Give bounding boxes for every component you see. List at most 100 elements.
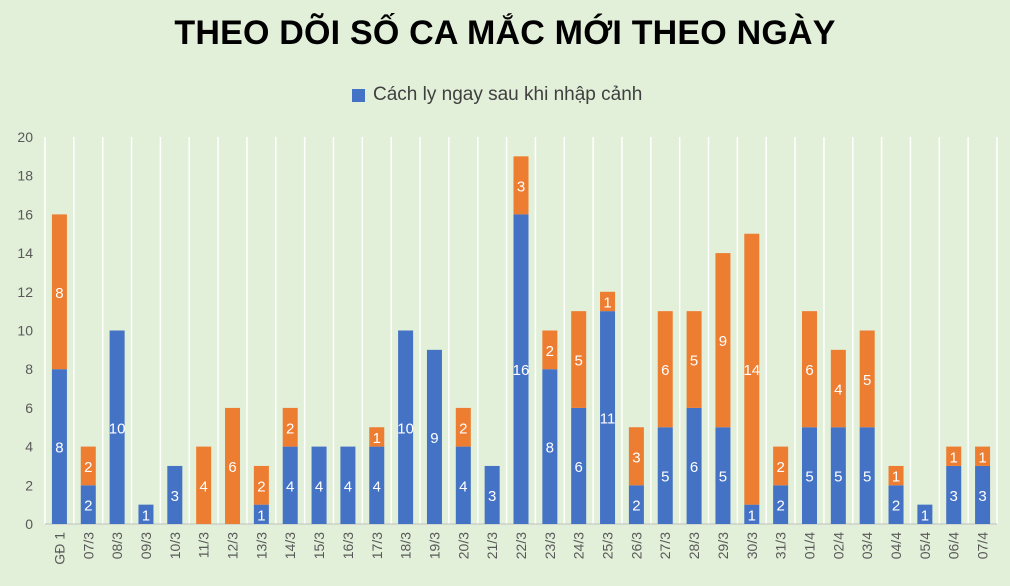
data-label-blue: 5 [834,469,842,486]
data-label-blue: 1 [257,507,265,524]
data-label-blue: 3 [950,488,958,505]
data-label-blue: 3 [978,488,986,505]
data-label-orange: 3 [517,178,525,195]
bar-segment-blue [80,485,96,524]
x-tick-label: 11/3 [196,532,212,558]
data-label-blue: 4 [373,478,381,495]
data-label-orange: 1 [978,449,986,466]
bar-segment-orange [600,291,616,312]
bar-segment-orange [859,330,875,428]
data-label-blue: 3 [488,488,496,505]
bar-segment-blue [715,427,731,524]
x-tick-label: 16/3 [340,532,356,559]
x-tick-label: 14/3 [282,532,298,559]
legend: Cách ly ngay sau khi nhập cảnh [352,84,642,106]
data-label-blue: 2 [632,498,640,515]
y-tick-label: 14 [17,245,33,261]
data-label-orange: 5 [863,372,871,389]
bar-segment-blue [773,485,789,524]
data-label-blue: 6 [690,459,698,476]
bar-segment-orange [51,214,67,370]
bar-segment-blue [975,465,991,524]
data-label-orange: 5 [690,353,698,370]
data-label-orange: 1 [950,449,958,466]
data-label-orange: 3 [632,449,640,466]
bar-segment-orange [975,446,991,466]
x-tick-label: 22/3 [513,532,529,559]
bar-segment-orange [801,311,817,428]
bar-segment-blue [282,446,298,524]
bar-segment-blue [109,330,125,524]
bar-segment-blue [801,427,817,524]
bar-segment-orange [196,446,212,524]
data-label-orange: 9 [719,333,727,350]
x-tick-label: 21/3 [484,532,500,559]
x-tick-label: 12/3 [225,532,241,559]
x-tick-label: 31/3 [773,532,789,559]
y-tick-label: 18 [17,168,33,184]
data-label-orange: 1 [603,294,611,311]
data-label-blue: 10 [397,420,414,437]
data-label-blue: 6 [575,459,583,476]
data-label-orange: 1 [892,469,900,486]
bar-segment-orange [513,156,529,215]
bar-segment-blue [138,504,154,524]
data-label-blue: 4 [344,478,352,495]
bar-segment-orange [571,311,587,408]
data-label-blue: 2 [892,498,900,515]
legend-label: Cách ly ngay sau khi nhập cảnh [373,84,643,105]
bar-segment-blue [859,427,875,524]
x-tick-label: 02/4 [830,532,846,559]
data-label-blue: 4 [459,478,467,495]
bar-segment-blue [657,427,673,524]
y-tick-label: 10 [17,323,33,339]
data-label-orange: 2 [84,459,92,476]
data-label-blue: 4 [286,478,294,495]
x-tick-label: 29/3 [715,532,731,559]
bar-segment-orange [946,446,962,466]
bar-segment-orange [628,427,644,486]
y-tick-label: 12 [17,284,33,300]
data-label-blue: 4 [315,478,323,495]
data-label-orange: 6 [805,362,813,379]
y-tick-label: 16 [17,206,33,222]
bar-segment-orange [773,446,789,486]
x-tick-label: 03/4 [859,532,875,559]
data-label-blue: 16 [513,362,530,379]
bar-segment-orange [715,253,731,428]
data-label-orange: 5 [575,353,583,370]
bar-segment-blue [542,369,558,524]
bar-segment-blue [946,465,962,524]
y-tick-label: 0 [25,516,33,532]
x-tick-label: 07/4 [975,532,991,559]
x-tick-label: 07/3 [80,532,96,559]
y-tick-label: 6 [25,400,33,416]
bar-segment-blue [571,407,587,524]
bar-segment-blue [600,311,616,524]
bar-segment-orange [369,427,385,447]
bar-segment-blue [369,446,385,524]
data-label-blue: 8 [546,440,554,457]
x-tick-label: 30/3 [744,532,760,559]
data-label-blue: 3 [171,488,179,505]
bar-segment-blue [484,465,500,524]
data-label-blue: 8 [55,440,63,457]
data-label-orange: 14 [743,362,760,379]
bar-segment-blue [513,214,529,524]
data-label-orange: 4 [199,478,207,495]
data-label-orange: 6 [661,362,669,379]
data-label-blue: 5 [719,469,727,486]
bar-segment-orange [542,330,558,370]
bar-segment-blue [830,427,846,524]
bar-segment-blue [888,485,904,524]
bar-segment-blue [340,446,356,524]
bar-segment-blue [628,485,644,524]
data-label-blue: 1 [142,507,150,524]
bar-segment-orange [225,407,241,524]
x-tick-label: 01/4 [801,532,817,559]
data-label-blue: 2 [776,498,784,515]
x-tick-label: 27/3 [657,532,673,559]
data-label-orange: 2 [286,420,294,437]
